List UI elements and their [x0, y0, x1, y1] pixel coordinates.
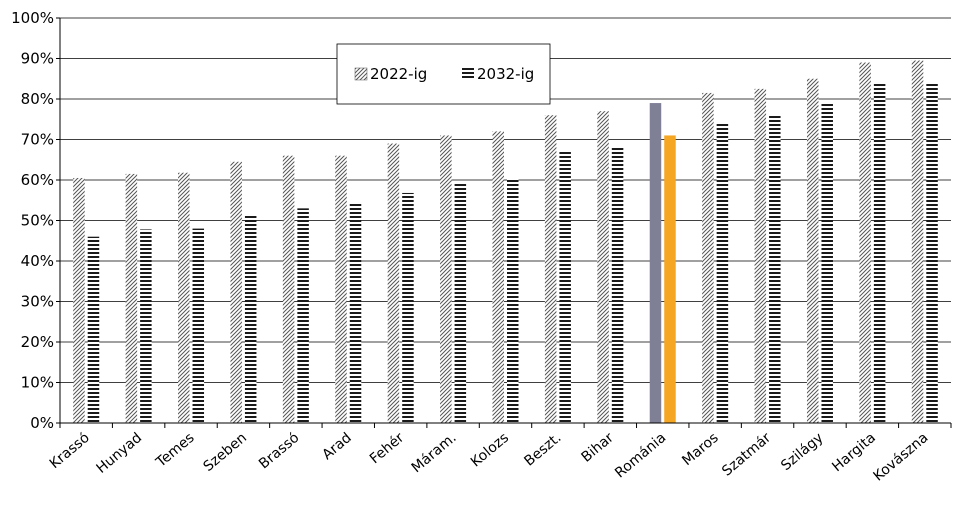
axes — [56, 17, 952, 428]
bar-2022-16 — [911, 60, 924, 424]
x-tick-label: Románia — [612, 430, 669, 482]
x-tick-label: Bihar — [578, 430, 617, 466]
bar-2032-14 — [821, 103, 833, 424]
bar-2032-15 — [873, 82, 886, 424]
bar-2032-8 — [507, 178, 519, 423]
x-tick-label: Krassó — [47, 430, 93, 472]
y-tick-label: 70% — [21, 131, 54, 149]
bar-2022-11 — [649, 103, 662, 424]
bar-2032-5 — [349, 203, 362, 423]
legend-label-2032: 2032-ig — [477, 65, 534, 83]
bar-2022-6 — [387, 143, 400, 424]
bars — [73, 60, 938, 424]
legend-label-2022: 2022-ig — [370, 65, 427, 83]
bar-2032-11 — [664, 135, 676, 423]
x-tick-label: Kovászna — [871, 430, 932, 485]
x-tick-label: Szatmár — [719, 430, 774, 480]
bar-2032-4 — [297, 208, 309, 423]
bar-2032-1 — [140, 229, 152, 423]
y-tick-labels: 0% 10% 20% 30% 40% 50% 60% 70% 80% 90% 100% — [11, 9, 54, 432]
y-tick-label: 0% — [30, 414, 54, 432]
x-tick-label: Maros — [679, 430, 721, 469]
bar-2032-3 — [244, 215, 257, 423]
x-tick-label: Kolozs — [468, 430, 512, 471]
x-tick-label: Brassó — [256, 430, 302, 473]
bar-2022-10 — [597, 111, 609, 424]
x-tick-label: Hunyad — [94, 430, 146, 477]
bar-2032-10 — [611, 147, 624, 423]
y-tick-label: 100% — [11, 9, 54, 27]
y-tick-label: 20% — [21, 333, 54, 351]
x-tick-label: Fehér — [367, 430, 407, 468]
bar-2022-1 — [125, 173, 138, 423]
legend-swatch-2022 — [354, 67, 368, 81]
bar-2022-7 — [440, 135, 452, 423]
bar-2022-3 — [230, 161, 242, 423]
y-tick-label: 50% — [21, 212, 54, 230]
bar-2032-16 — [926, 82, 938, 424]
bar-2022-0 — [73, 177, 85, 423]
legend-swatch-2032 — [462, 68, 474, 80]
legend: 2022-ig 2032-ig — [336, 43, 551, 105]
y-tick-label: 80% — [21, 90, 54, 108]
bar-2022-9 — [544, 115, 557, 423]
y-tick-label: 10% — [21, 374, 54, 392]
bar-2022-2 — [178, 172, 190, 423]
bar-2032-9 — [559, 151, 571, 423]
bar-2032-7 — [454, 182, 467, 423]
bar-2032-0 — [87, 236, 100, 423]
bar-2032-13 — [769, 116, 781, 423]
x-tick-label: Beszt. — [521, 430, 564, 470]
y-tick-label: 90% — [21, 50, 54, 68]
bar-2022-4 — [282, 155, 295, 423]
legend-box — [336, 43, 551, 105]
bar-2032-12 — [716, 123, 729, 424]
bar-2022-5 — [335, 155, 347, 423]
bar-2022-14 — [806, 78, 819, 423]
bar-2022-13 — [754, 88, 767, 423]
y-tick-label: 30% — [21, 293, 54, 311]
bar-2022-15 — [859, 62, 871, 424]
bar-2032-6 — [402, 192, 414, 423]
bar-2032-2 — [192, 228, 205, 423]
bar-2022-12 — [702, 92, 714, 424]
y-tick-label: 40% — [21, 252, 54, 270]
x-tick-label: Temes — [153, 430, 198, 471]
x-tick-label: Szeben — [200, 430, 250, 475]
y-tick-label: 60% — [21, 171, 54, 189]
bar-2022-8 — [492, 131, 504, 423]
x-tick-label: Máram. — [409, 430, 460, 476]
x-tick-label: Hargita — [829, 430, 879, 475]
x-tick-label: Szilágy — [778, 430, 826, 474]
x-tick-label: Arad — [319, 430, 354, 463]
x-tick-labels: Krassó Hunyad Temes Szeben Brassó Arad Fehér Má… — [47, 430, 932, 485]
